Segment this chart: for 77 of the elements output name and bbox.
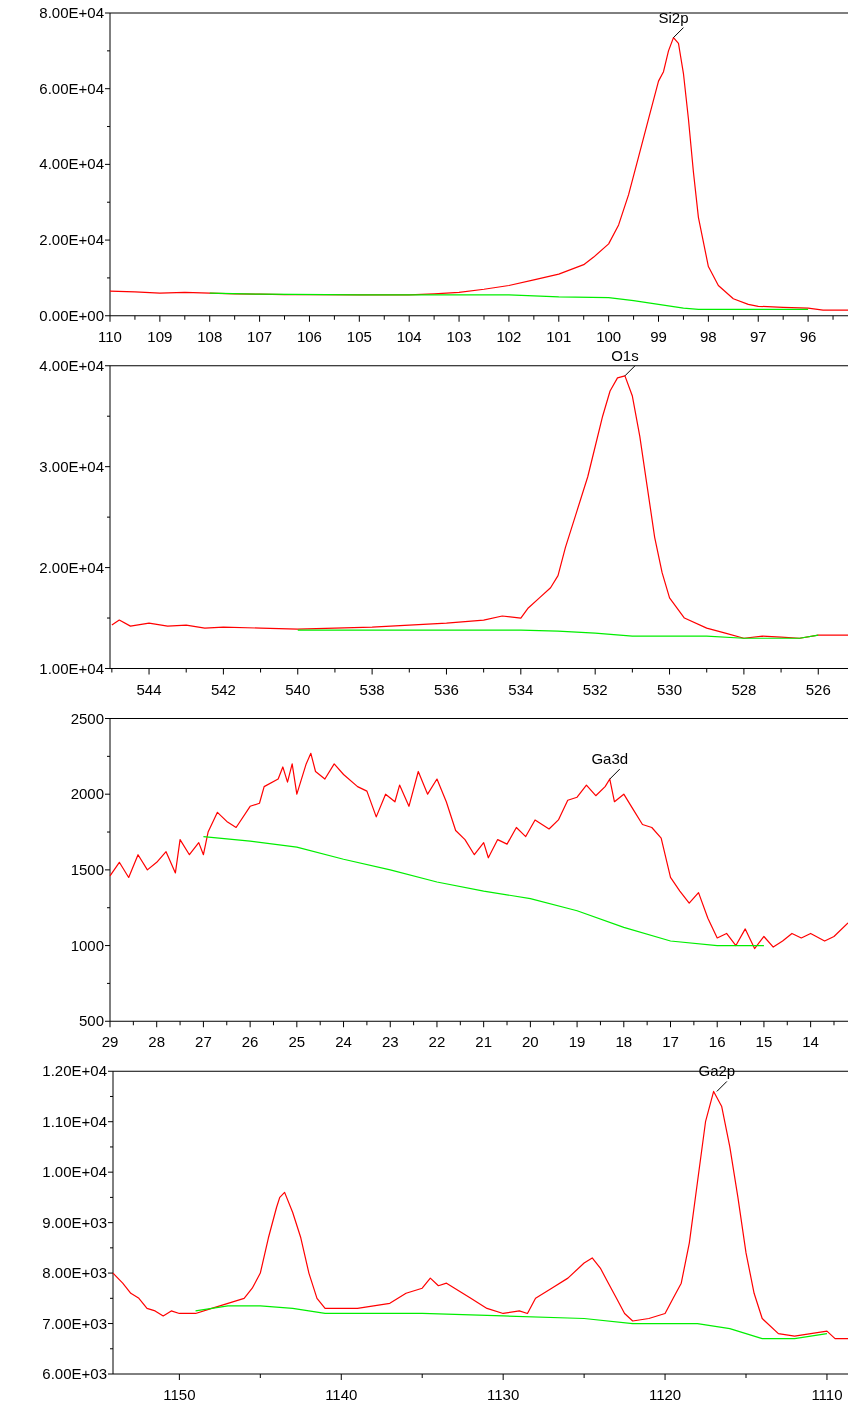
x-tick-label: 101 xyxy=(546,327,572,345)
y-tick-label: 1500 xyxy=(70,860,104,878)
line-series xyxy=(297,629,819,639)
line-series xyxy=(109,752,848,950)
x-tick-label: 97 xyxy=(749,327,767,345)
x-tick-label: 107 xyxy=(247,327,273,345)
y-tick-label: 2500 xyxy=(70,709,104,727)
x-tick-label: 17 xyxy=(662,1033,679,1051)
x-tick-label: 1150 xyxy=(163,1386,196,1403)
x-tick-label: 103 xyxy=(446,327,472,345)
x-tick-label: 1130 xyxy=(487,1386,520,1403)
x-tick-label: 528 xyxy=(731,680,757,698)
x-tick-label: 21 xyxy=(475,1033,493,1051)
y-tick-label: 2000 xyxy=(70,785,104,803)
x-tick-label: 540 xyxy=(285,680,311,698)
x-tick-label: 106 xyxy=(296,327,322,345)
y-tick-label: 7.00E+03 xyxy=(42,1314,107,1332)
x-tick-label: 105 xyxy=(346,327,372,345)
y-tick-label: 0.00E+00 xyxy=(39,306,104,324)
annotation: Ga3d xyxy=(591,750,629,768)
x-tick-label: 542 xyxy=(210,680,236,698)
x-tick-label: 534 xyxy=(508,680,534,698)
y-tick-label: 1.20E+04 xyxy=(42,1062,107,1080)
x-tick-label: 108 xyxy=(197,327,223,345)
y-tick-label: 2.00E+04 xyxy=(39,558,104,576)
y-tick-label: 1.00E+04 xyxy=(39,659,104,677)
x-tick-label: 27 xyxy=(195,1033,212,1051)
x-tick-label: 1120 xyxy=(648,1386,682,1403)
y-tick-label: 4.00E+04 xyxy=(39,155,104,173)
y-tick-label: 1.00E+04 xyxy=(42,1163,107,1181)
x-tick-label: 100 xyxy=(596,327,622,345)
x-tick-label: 18 xyxy=(615,1033,633,1051)
x-tick-label: 538 xyxy=(359,680,385,698)
y-tick-label: 1000 xyxy=(70,936,104,954)
x-tick-label: 23 xyxy=(381,1033,399,1051)
annotation: Si2p xyxy=(658,8,689,26)
x-tick-label: 25 xyxy=(288,1033,306,1051)
line-series xyxy=(209,292,809,310)
x-tick-label: 110 xyxy=(98,327,122,345)
x-tick-label: 109 xyxy=(147,327,173,345)
x-tick-label: 526 xyxy=(805,680,831,698)
annotation: O1s xyxy=(611,346,639,364)
y-tick-label: 2.00E+04 xyxy=(39,231,104,249)
x-tick-label: 26 xyxy=(241,1033,259,1051)
x-tick-label: 1110 xyxy=(811,1386,843,1403)
x-tick-label: 104 xyxy=(396,327,422,345)
x-tick-label: 19 xyxy=(568,1033,586,1051)
x-tick-label: 102 xyxy=(496,327,522,345)
y-tick-label: 500 xyxy=(78,1012,104,1030)
x-tick-label: 99 xyxy=(650,327,667,345)
line-series xyxy=(194,1305,828,1340)
x-tick-label: 532 xyxy=(582,680,608,698)
x-tick-label: 16 xyxy=(708,1033,726,1051)
x-tick-label: 530 xyxy=(657,680,683,698)
x-tick-label: 29 xyxy=(101,1033,119,1051)
x-tick-label: 536 xyxy=(433,680,459,698)
y-tick-label: 1.10E+04 xyxy=(42,1112,107,1130)
y-tick-label: 6.00E+03 xyxy=(42,1365,107,1382)
x-tick-label: 22 xyxy=(428,1033,446,1051)
x-tick-label: 24 xyxy=(335,1033,352,1051)
line-series xyxy=(112,1090,848,1340)
y-tick-label: 8.00E+03 xyxy=(42,1264,107,1282)
y-tick-label: 6.00E+04 xyxy=(39,79,104,97)
x-tick-label: 98 xyxy=(700,327,717,345)
x-tick-label: 20 xyxy=(522,1033,539,1051)
y-tick-label: 8.00E+04 xyxy=(39,4,104,21)
x-tick-label: 1140 xyxy=(325,1386,358,1403)
y-tick-label: 3.00E+04 xyxy=(39,457,104,475)
x-tick-label: 15 xyxy=(755,1033,773,1051)
x-tick-label: 96 xyxy=(799,327,817,345)
x-tick-label: 28 xyxy=(148,1033,166,1051)
line-series xyxy=(202,835,765,947)
x-tick-label: 14 xyxy=(802,1033,819,1051)
y-tick-label: 4.00E+04 xyxy=(39,356,104,374)
y-tick-label: 9.00E+03 xyxy=(42,1213,107,1231)
x-tick-label: 544 xyxy=(136,680,162,698)
line-series xyxy=(111,375,848,639)
